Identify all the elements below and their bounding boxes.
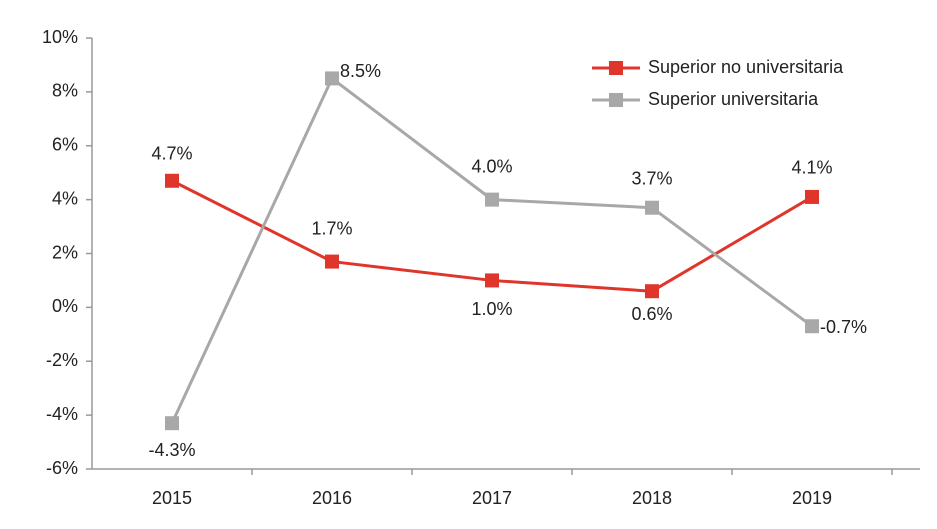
x-tick-label: 2016	[312, 488, 352, 508]
x-tick-label: 2017	[472, 488, 512, 508]
point-marker	[645, 284, 659, 299]
y-tick-label: -2%	[46, 350, 78, 370]
data-label: 4.7%	[151, 144, 192, 164]
x-tick-label: 2019	[792, 488, 832, 508]
point-marker	[805, 319, 819, 334]
point-marker	[165, 416, 179, 431]
legend-marker	[609, 93, 623, 107]
data-label: 4.0%	[471, 156, 512, 176]
legend-marker	[609, 61, 623, 75]
point-marker	[485, 273, 499, 288]
x-tick-label: 2018	[632, 488, 672, 508]
point-marker	[325, 71, 339, 86]
data-label: 1.7%	[311, 218, 352, 238]
point-marker	[325, 254, 339, 269]
y-tick-label: -6%	[46, 458, 78, 478]
y-tick-label: 8%	[52, 81, 78, 101]
data-label: 1.0%	[471, 299, 512, 319]
data-label: 3.7%	[631, 168, 672, 188]
x-tick-label: 2015	[152, 488, 192, 508]
legend-label: Superior universitaria	[648, 89, 819, 109]
data-label: -0.7%	[820, 317, 867, 337]
legend-label: Superior no universitaria	[648, 57, 844, 77]
series-line	[170, 76, 813, 424]
point-marker	[645, 200, 659, 215]
y-tick-label: 6%	[52, 135, 78, 155]
y-tick-label: 4%	[52, 188, 78, 208]
data-label: 8.5%	[340, 61, 381, 81]
y-tick-label: 2%	[52, 242, 78, 262]
point-marker	[805, 189, 819, 204]
y-tick-label: 10%	[42, 27, 78, 47]
data-label: -4.3%	[148, 440, 195, 460]
point-marker	[165, 173, 179, 188]
y-tick-label: -4%	[46, 404, 78, 424]
data-label: 0.6%	[631, 304, 672, 324]
y-tick-label: 0%	[52, 296, 78, 316]
point-marker	[485, 192, 499, 207]
data-label: 4.1%	[791, 158, 832, 178]
